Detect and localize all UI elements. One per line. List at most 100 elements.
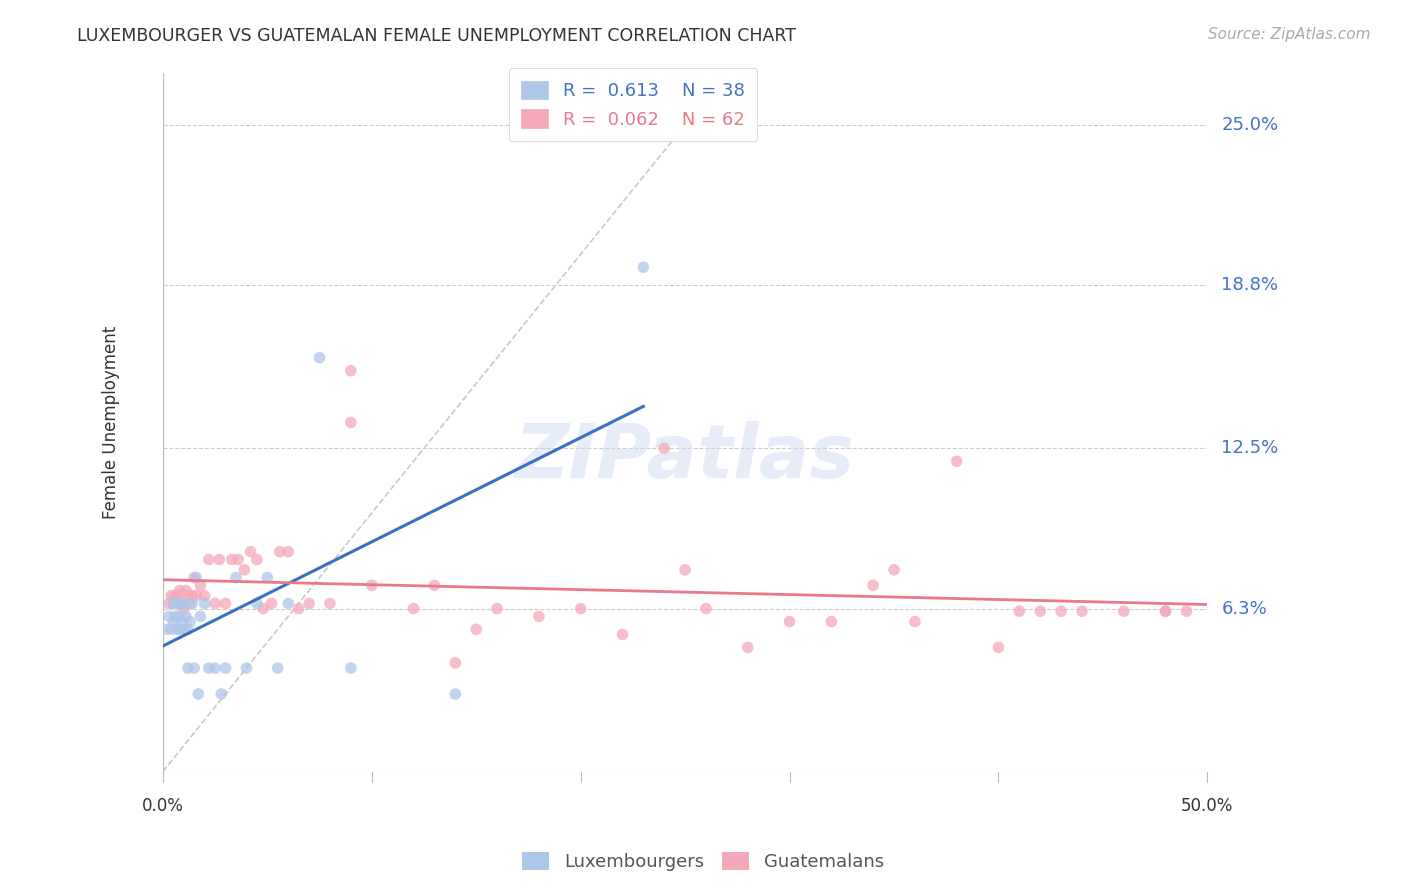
- Point: [173, 623, 195, 637]
- Point: [1154, 604, 1177, 618]
- Point: [214, 597, 236, 611]
- Text: 50.0%: 50.0%: [1181, 797, 1233, 814]
- Point: [444, 687, 467, 701]
- Text: 12.5%: 12.5%: [1222, 439, 1278, 458]
- Text: 18.8%: 18.8%: [1222, 277, 1278, 294]
- Point: [298, 597, 321, 611]
- Point: [1050, 604, 1073, 618]
- Point: [221, 552, 243, 566]
- Point: [267, 661, 290, 675]
- Point: [177, 661, 200, 675]
- Point: [170, 615, 193, 629]
- Point: [169, 623, 191, 637]
- Point: [486, 601, 509, 615]
- Point: [225, 571, 247, 585]
- Point: [1112, 604, 1135, 618]
- Point: [1175, 604, 1198, 618]
- Point: [198, 552, 221, 566]
- Point: [226, 552, 249, 566]
- Point: [308, 351, 330, 365]
- Point: [319, 597, 342, 611]
- Point: [162, 597, 184, 611]
- Point: [190, 578, 212, 592]
- Point: [165, 589, 187, 603]
- Text: 0.0%: 0.0%: [142, 797, 184, 814]
- Point: [260, 597, 283, 611]
- Point: [187, 687, 209, 701]
- Point: [194, 597, 217, 611]
- Text: 25.0%: 25.0%: [1222, 116, 1278, 134]
- Point: [181, 589, 204, 603]
- Point: [340, 364, 363, 378]
- Point: [569, 601, 592, 615]
- Text: LUXEMBOURGER VS GUATEMALAN FEMALE UNEMPLOYMENT CORRELATION CHART: LUXEMBOURGER VS GUATEMALAN FEMALE UNEMPL…: [77, 27, 796, 45]
- Point: [256, 571, 278, 585]
- Point: [360, 578, 382, 592]
- Point: [165, 609, 187, 624]
- Point: [181, 597, 204, 611]
- Point: [170, 597, 193, 611]
- Point: [160, 589, 183, 603]
- Point: [527, 609, 550, 624]
- Point: [652, 442, 675, 456]
- Point: [246, 552, 269, 566]
- Point: [1029, 604, 1052, 618]
- Point: [1154, 604, 1177, 618]
- Point: [156, 623, 179, 637]
- Point: [737, 640, 759, 655]
- Point: [169, 609, 191, 624]
- Point: [157, 609, 180, 624]
- Point: [183, 661, 205, 675]
- Point: [277, 597, 299, 611]
- Point: [204, 597, 226, 611]
- Point: [1008, 604, 1031, 618]
- Point: [673, 563, 696, 577]
- Point: [177, 589, 200, 603]
- Text: ZIPatlas: ZIPatlas: [515, 421, 855, 494]
- Point: [1071, 604, 1094, 618]
- Legend: Luxembourgers, Guatemalans: Luxembourgers, Guatemalans: [515, 845, 891, 879]
- Point: [233, 563, 256, 577]
- Point: [402, 601, 425, 615]
- Text: Female Unemployment: Female Unemployment: [101, 326, 120, 519]
- Point: [166, 589, 188, 603]
- Point: [633, 260, 655, 275]
- Point: [179, 597, 201, 611]
- Point: [252, 601, 274, 615]
- Point: [179, 615, 201, 629]
- Point: [190, 609, 212, 624]
- Legend: R =  0.613    N = 38, R =  0.062    N = 62: R = 0.613 N = 38, R = 0.062 N = 62: [509, 69, 758, 141]
- Point: [862, 578, 884, 592]
- Point: [186, 571, 208, 585]
- Point: [904, 615, 927, 629]
- Point: [235, 661, 257, 675]
- Point: [340, 416, 363, 430]
- Point: [883, 563, 905, 577]
- Point: [169, 583, 191, 598]
- Point: [170, 597, 193, 611]
- Point: [209, 687, 232, 701]
- Point: [779, 615, 801, 629]
- Point: [612, 627, 634, 641]
- Point: [194, 589, 217, 603]
- Point: [423, 578, 446, 592]
- Point: [269, 545, 291, 559]
- Point: [173, 601, 195, 615]
- Point: [820, 615, 842, 629]
- Point: [239, 545, 262, 559]
- Point: [695, 601, 717, 615]
- Point: [444, 656, 467, 670]
- Text: 6.3%: 6.3%: [1222, 599, 1267, 617]
- Text: Source: ZipAtlas.com: Source: ZipAtlas.com: [1208, 27, 1371, 42]
- Point: [174, 583, 197, 598]
- Point: [186, 589, 208, 603]
- Point: [246, 597, 269, 611]
- Point: [987, 640, 1010, 655]
- Point: [214, 661, 236, 675]
- Point: [204, 661, 226, 675]
- Point: [162, 615, 184, 629]
- Point: [287, 601, 309, 615]
- Point: [162, 597, 184, 611]
- Point: [465, 623, 488, 637]
- Point: [174, 609, 197, 624]
